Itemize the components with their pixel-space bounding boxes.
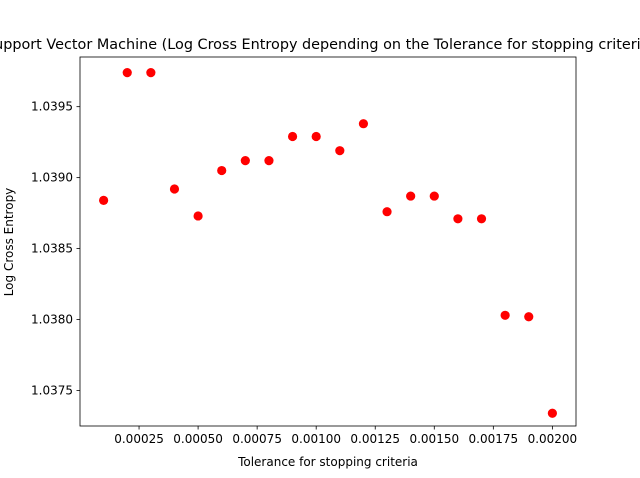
- data-point: [99, 195, 109, 205]
- data-point: [311, 131, 321, 142]
- data-points: [99, 68, 557, 418]
- x-tick-label: 0.00075: [232, 432, 282, 446]
- data-point: [476, 214, 487, 224]
- data-point: [169, 184, 180, 194]
- data-point: [335, 146, 345, 156]
- data-point: [500, 310, 510, 320]
- data-point: [406, 191, 416, 201]
- y-axis-label: Log Cross Entropy: [2, 188, 16, 297]
- x-axis-label: Tolerance for stopping criteria: [237, 455, 418, 469]
- data-point: [122, 68, 132, 78]
- data-point: [287, 131, 298, 142]
- plot-area: [79, 56, 577, 427]
- data-point: [547, 408, 557, 418]
- x-tick-label: 0.00100: [291, 432, 341, 446]
- data-point: [193, 211, 203, 221]
- data-point: [382, 207, 392, 217]
- data-point: [240, 156, 250, 166]
- data-point: [264, 156, 274, 166]
- x-tick-label: 0.00150: [409, 432, 459, 446]
- data-point: [358, 119, 369, 129]
- x-tick-label: 0.00025: [114, 432, 164, 446]
- y-tick-label: 1.0385: [31, 242, 73, 256]
- data-point: [146, 68, 156, 78]
- data-point: [429, 191, 439, 201]
- y-tick-label: 1.0390: [31, 171, 73, 185]
- x-tick-label: 0.00200: [528, 432, 578, 446]
- y-tick-label: 1.0380: [31, 313, 73, 327]
- x-tick-label: 0.00175: [469, 432, 519, 446]
- x-tick-label: 0.00050: [173, 432, 223, 446]
- data-point: [217, 165, 227, 176]
- x-axis-ticks: 0.00025 0.00050 0.00075 0.00100 0.00125 0.001…: [114, 426, 577, 446]
- y-axis-ticks: 1.0375 1.0380 1.0385 1.0390 1.0395: [31, 100, 80, 398]
- data-point: [524, 312, 534, 322]
- x-tick-label: 0.00125: [350, 432, 400, 446]
- y-tick-label: 1.0375: [31, 384, 73, 398]
- data-point: [453, 214, 463, 224]
- chart-title: Support Vector Machine (Log Cross Entrop…: [0, 37, 640, 53]
- y-tick-label: 1.0395: [31, 100, 73, 114]
